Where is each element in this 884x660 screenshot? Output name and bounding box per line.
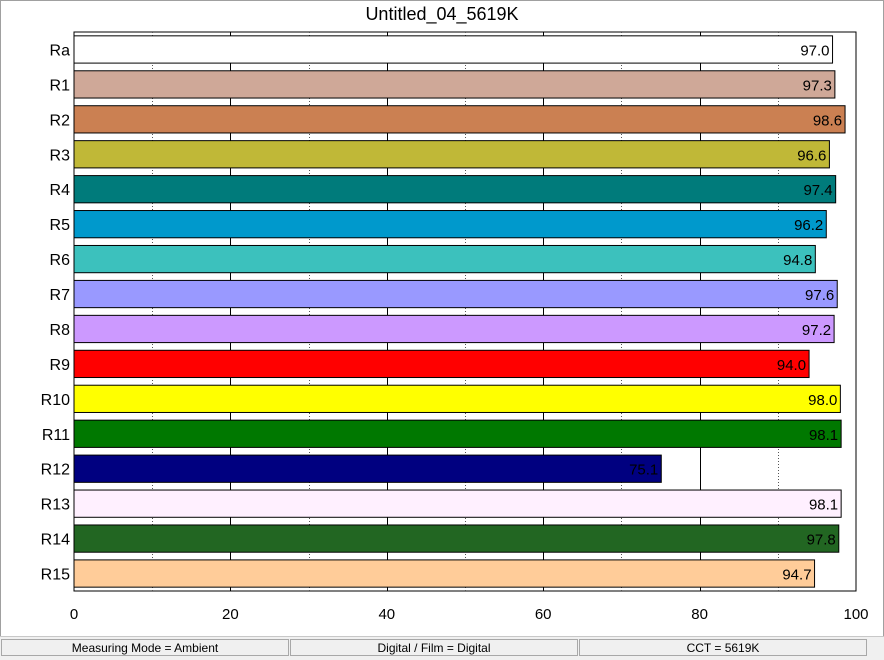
value-label-r5: 96.2 (794, 217, 823, 234)
category-label-r3: R3 (50, 147, 71, 164)
category-label-r6: R6 (50, 252, 71, 269)
bar-ra (73, 35, 834, 64)
value-label-r15: 94.7 (782, 567, 811, 584)
value-label-r6: 94.8 (783, 252, 812, 269)
bar-r15 (73, 559, 816, 588)
value-label-r11: 98.1 (809, 427, 838, 444)
x-tick-label: 60 (535, 606, 552, 623)
value-label-r13: 98.1 (809, 497, 838, 514)
value-label-r14: 97.8 (807, 532, 836, 549)
status-measuring-mode: Measuring Mode = Ambient (1, 639, 289, 656)
category-label-r15: R15 (41, 567, 70, 584)
category-label-r5: R5 (50, 217, 71, 234)
category-label-r7: R7 (50, 287, 71, 304)
x-tick-label: 20 (222, 606, 239, 623)
bar-r4 (73, 175, 837, 204)
bar-r5 (73, 210, 827, 239)
value-label-r2: 98.6 (813, 112, 842, 129)
category-label-r12: R12 (41, 462, 70, 479)
bar-r10 (73, 384, 841, 413)
bar-r3 (73, 140, 830, 169)
bar-r6 (73, 244, 816, 274)
category-label-r13: R13 (41, 497, 70, 514)
bar-r7 (73, 279, 838, 309)
value-label-r9: 94.0 (777, 357, 806, 374)
value-label-r12: 75.1 (629, 462, 658, 479)
category-label-r2: R2 (50, 112, 71, 129)
x-tick-label: 0 (70, 606, 78, 623)
x-tick-label: 100 (843, 606, 868, 623)
chart-title: Untitled_04_5619K (365, 4, 519, 24)
bar-chart: Ra 97.0 R1 97.3 R2 98.6 R3 96.6 R4 97.4 R5 96.2 R6 94… (41, 31, 869, 623)
x-tick-label: 40 (378, 606, 395, 623)
value-label-r1: 97.3 (803, 77, 832, 94)
bar-r2 (73, 105, 846, 134)
value-label-r7: 97.6 (805, 287, 834, 304)
value-label-r10: 98.0 (808, 392, 837, 409)
x-tick-label: 80 (691, 606, 708, 623)
category-label-r11: R11 (42, 427, 70, 444)
category-label-ra: Ra (50, 42, 71, 59)
status-bar: Measuring Mode = Ambient Digital / Film … (0, 636, 884, 660)
category-label-r10: R10 (41, 392, 70, 409)
value-label-r3: 96.6 (797, 147, 826, 164)
bar-r12 (73, 454, 662, 483)
status-digital-film: Digital / Film = Digital (290, 639, 578, 656)
value-label-r8: 97.2 (802, 322, 831, 339)
bar-r9 (73, 349, 810, 379)
bar-r8 (73, 314, 835, 344)
bar-r1 (73, 70, 836, 99)
bar-r13 (73, 489, 842, 518)
status-cct: CCT = 5619K (579, 639, 867, 656)
bar-r14 (73, 524, 840, 553)
value-label-ra: 97.0 (800, 42, 829, 59)
value-label-r4: 97.4 (803, 182, 832, 199)
category-label-r4: R4 (50, 182, 71, 199)
category-label-r9: R9 (50, 357, 71, 374)
category-label-r14: R14 (41, 532, 70, 549)
category-label-r1: R1 (50, 77, 71, 94)
bar-r11 (73, 419, 842, 448)
category-label-r8: R8 (50, 322, 71, 339)
